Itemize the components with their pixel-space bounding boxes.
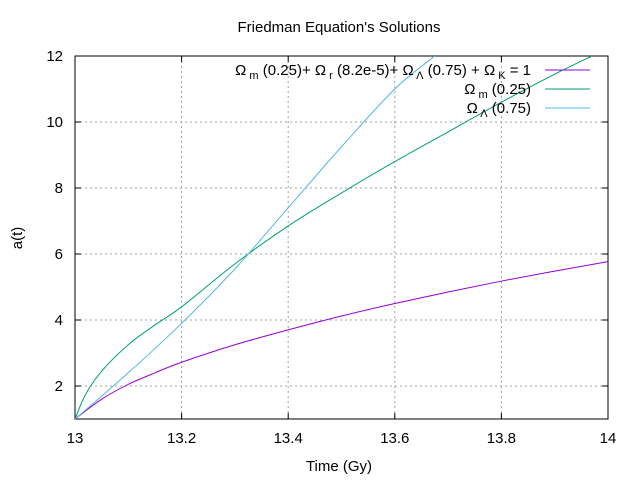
- x-tick-label: 13: [67, 430, 84, 447]
- y-axis: 2 4 6 8 10 12: [46, 48, 608, 395]
- x-tick-label: 14: [600, 430, 617, 447]
- x-axis-label: Time (Gy): [306, 458, 372, 475]
- x-tick-label: 13.8: [487, 430, 516, 447]
- x-tick-label: 13.6: [380, 430, 409, 447]
- legend-label-2: Ω Λ (0.75): [467, 100, 531, 120]
- x-tick-label: 13.2: [167, 430, 196, 447]
- series-line-2: [75, 56, 436, 419]
- series-line-1: [75, 56, 593, 419]
- y-tick-label: 6: [55, 246, 63, 263]
- legend: Ω m (0.25)+ Ω r (8.2e-5)+ Ω Λ (0.75) + Ω…: [235, 62, 590, 120]
- y-tick-label: 2: [55, 378, 63, 395]
- x-axis: 13 13.2 13.4 13.6 13.8 14: [67, 56, 617, 447]
- y-tick-label: 8: [55, 180, 63, 197]
- legend-label-0: Ω m (0.25)+ Ω r (8.2e-5)+ Ω Λ (0.75) + Ω…: [235, 62, 531, 82]
- y-tick-label: 12: [46, 48, 63, 65]
- chart-title: Friedman Equation's Solutions: [238, 19, 441, 36]
- series-line-0: [75, 261, 608, 419]
- x-tick-label: 13.4: [274, 430, 303, 447]
- legend-label-1: Ω m (0.25): [464, 81, 531, 101]
- y-tick-label: 10: [46, 114, 63, 131]
- grid: [75, 56, 608, 419]
- y-axis-label: a(t): [9, 227, 26, 250]
- y-tick-label: 4: [55, 312, 63, 329]
- series-lines: [75, 56, 608, 419]
- plot-frame: [74, 55, 609, 420]
